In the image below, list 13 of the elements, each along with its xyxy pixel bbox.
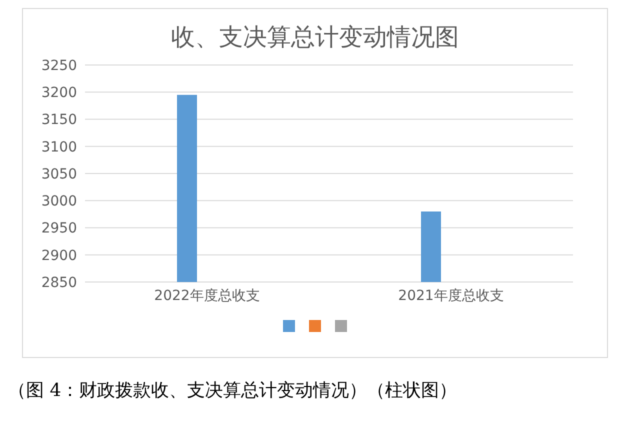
y-tick-label: 2850 [41, 274, 77, 291]
y-tick-label: 3150 [41, 112, 77, 128]
y-tick-label: 3100 [41, 139, 77, 156]
text: （图 4：财政拨款收、支决算总计变动情况）（柱状图） [8, 379, 458, 402]
chart-title: 收、支决算总计变动情况图 [170, 22, 460, 53]
y-tick-label: 3200 [41, 85, 77, 102]
y-tick-label: 2900 [41, 248, 77, 264]
y-tick-label: 2950 [41, 220, 77, 237]
x-tick-label: 2021年度总收支 [398, 288, 504, 304]
x-tick-label: 2022年度总收支 [154, 288, 260, 304]
y-tick-label: 3250 [41, 58, 77, 74]
y-tick-label: 3000 [41, 194, 77, 210]
y-tick-label: 3050 [41, 166, 77, 182]
